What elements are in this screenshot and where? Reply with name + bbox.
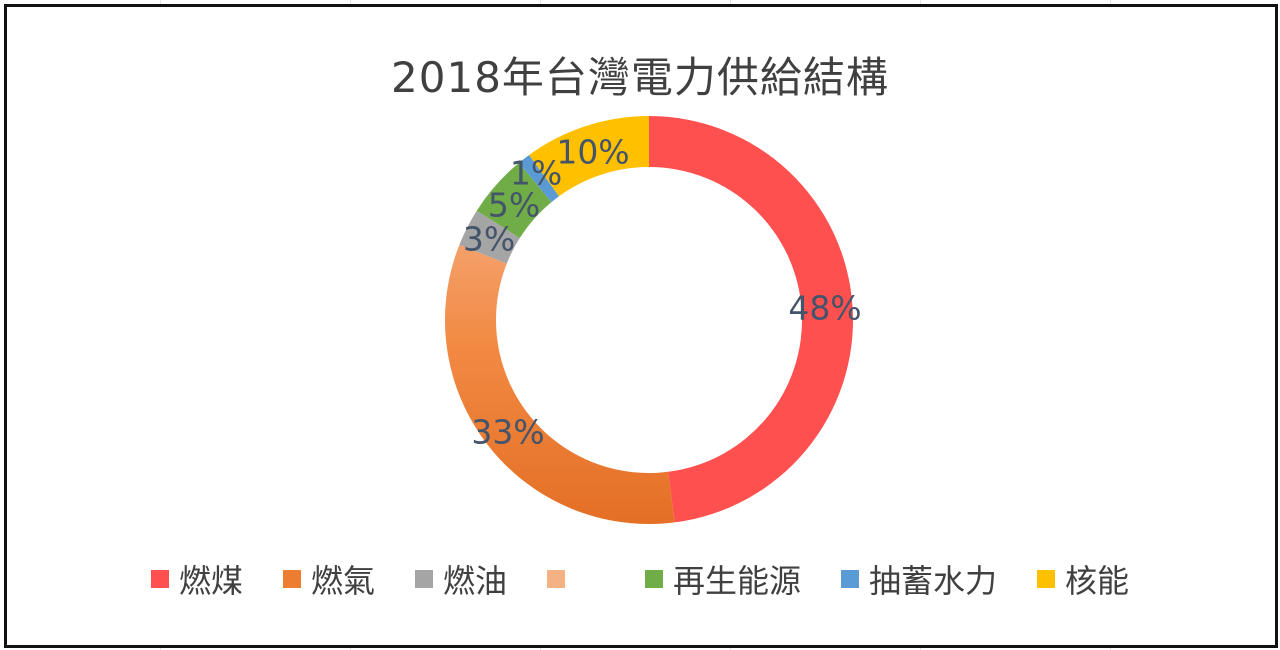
legend-swatch-icon	[282, 570, 301, 588]
legend-item-unlabeled[interactable]	[547, 570, 605, 588]
legend-swatch-icon	[547, 570, 565, 588]
legend-swatch-icon	[414, 570, 433, 588]
donut-slice-燃氣[interactable]	[444, 244, 675, 524]
donut-slice-核能[interactable]	[529, 116, 649, 197]
donut-slice-燃煤[interactable]	[649, 116, 854, 523]
donut-slice-再生能源[interactable]	[476, 162, 552, 239]
data-label-gas: 33%	[471, 412, 545, 452]
data-label-pumped-hydro: 1%	[509, 153, 563, 193]
legend-label: 再生能源	[673, 562, 802, 600]
chart-legend[interactable]: 燃煤 燃氣 燃油 再生能源 抽蓄水力 核能	[0, 556, 1280, 602]
legend-swatch-icon	[645, 570, 663, 588]
legend-swatch-icon	[841, 570, 860, 588]
legend-label: 抽蓄水力	[869, 562, 998, 600]
legend-swatch-icon	[150, 570, 169, 588]
data-label-oil: 3%	[462, 219, 516, 259]
chart-title[interactable]: 2018年台灣電力供給結構	[391, 53, 889, 102]
data-label-nuclear: 10%	[556, 132, 630, 172]
legend-item-pumped-hydro[interactable]: 抽蓄水力	[841, 556, 997, 602]
legend-label: 燃氣	[310, 562, 375, 600]
legend-label: 燃油	[442, 562, 507, 600]
legend-swatch-icon	[1037, 570, 1056, 588]
legend-label: 燃煤	[178, 562, 243, 600]
legend-item-gas[interactable]: 燃氣	[282, 556, 375, 602]
data-label-coal: 48%	[788, 288, 862, 328]
data-label-renewable: 5%	[487, 185, 541, 225]
donut-slice-抽蓄水力[interactable]	[518, 154, 560, 203]
chart-area[interactable]	[4, 4, 1278, 648]
legend-item-renewable[interactable]: 再生能源	[645, 556, 801, 602]
legend-item-nuclear[interactable]: 核能	[1037, 556, 1129, 602]
legend-label: 核能	[1065, 562, 1130, 600]
legend-item-oil[interactable]: 燃油	[414, 556, 507, 602]
donut-slice-燃油[interactable]	[459, 210, 520, 264]
legend-item-coal[interactable]: 燃煤	[150, 556, 243, 602]
